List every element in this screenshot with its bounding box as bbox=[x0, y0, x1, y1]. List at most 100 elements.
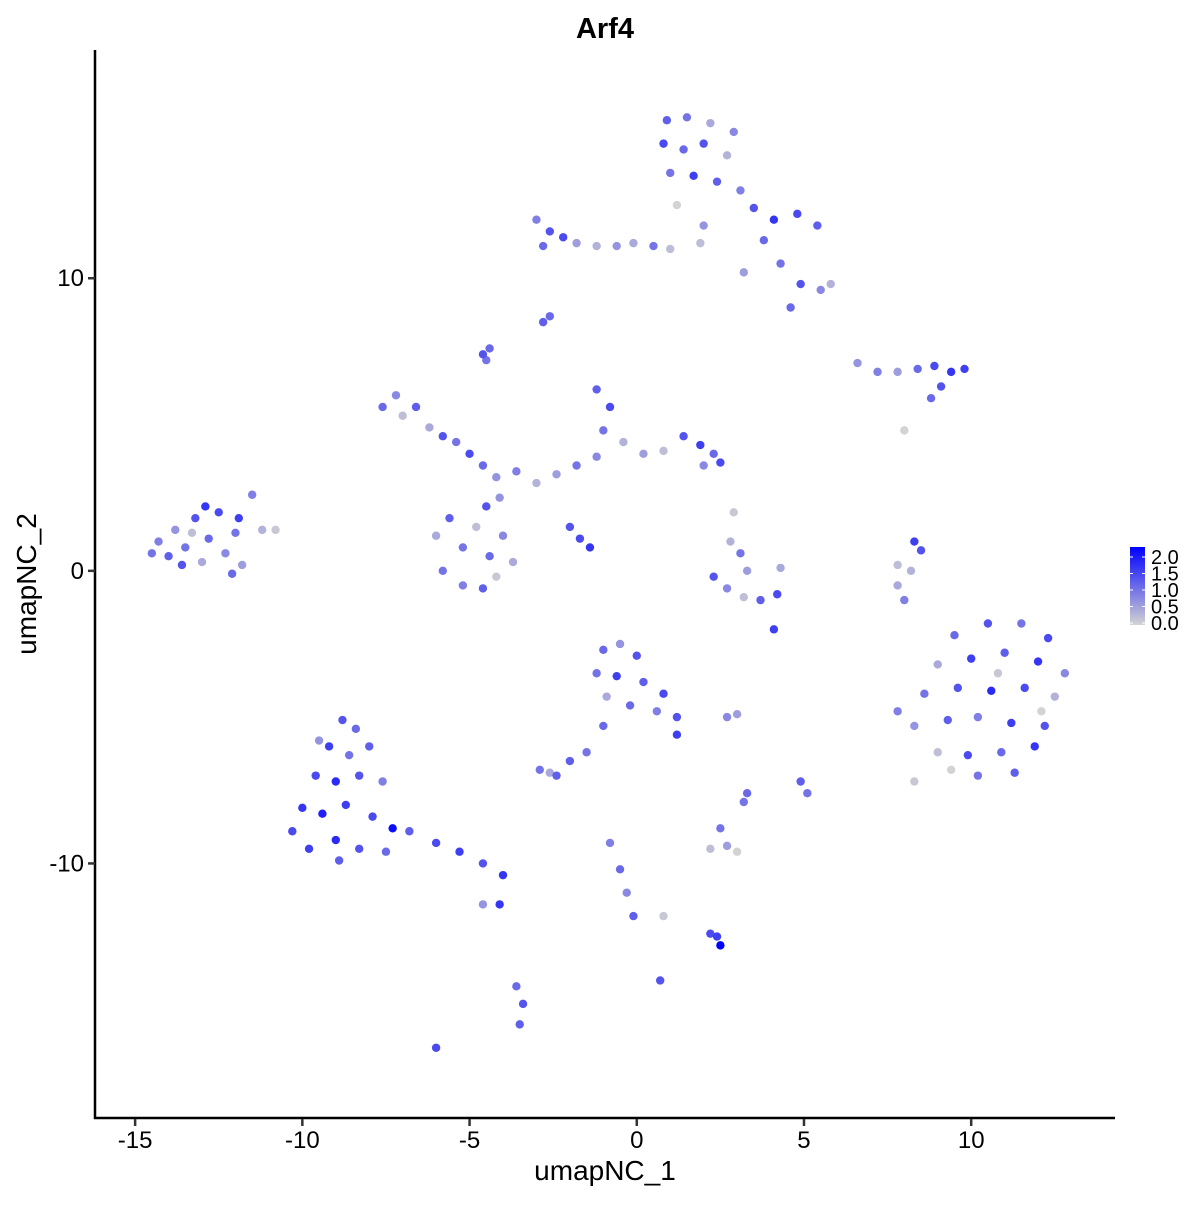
data-point bbox=[696, 238, 705, 248]
data-point bbox=[1030, 742, 1039, 751]
data-point bbox=[575, 534, 585, 543]
x-ticks: -15 -10 -5 0 5 10 bbox=[118, 1119, 985, 1154]
data-point bbox=[237, 560, 247, 570]
data-point bbox=[492, 473, 501, 482]
data-point bbox=[739, 268, 748, 277]
data-point bbox=[147, 549, 157, 558]
data-point bbox=[1033, 657, 1043, 666]
data-point bbox=[535, 765, 544, 775]
data-point bbox=[334, 856, 344, 865]
legend-tick-label: 1.0 bbox=[1151, 580, 1179, 602]
data-point bbox=[344, 750, 354, 760]
data-point bbox=[201, 502, 210, 511]
data-point bbox=[739, 797, 748, 807]
data-point bbox=[485, 552, 494, 561]
data-point bbox=[518, 999, 528, 1009]
data-point bbox=[458, 543, 468, 552]
legend-ticks: 0.00.51.01.52.0 bbox=[1130, 547, 1179, 635]
data-point bbox=[1037, 707, 1046, 716]
data-point bbox=[659, 139, 668, 148]
data-point bbox=[732, 710, 742, 719]
data-point bbox=[331, 777, 340, 786]
data-point bbox=[987, 686, 996, 695]
data-point bbox=[492, 572, 501, 581]
data-point bbox=[512, 467, 521, 476]
data-point bbox=[431, 838, 441, 848]
data-point bbox=[933, 748, 942, 757]
data-point bbox=[1043, 633, 1053, 643]
data-point bbox=[672, 730, 682, 739]
data-point bbox=[304, 844, 314, 854]
data-point bbox=[381, 847, 391, 856]
data-point bbox=[341, 800, 351, 810]
data-point bbox=[171, 525, 180, 535]
data-point bbox=[739, 592, 748, 602]
data-point bbox=[1010, 768, 1019, 777]
y-axis-label: umapNC_2 bbox=[11, 513, 42, 655]
data-point bbox=[478, 584, 488, 593]
data-point bbox=[632, 651, 641, 660]
data-point bbox=[666, 244, 675, 254]
data-point bbox=[495, 900, 504, 909]
y-tick-label: -10 bbox=[49, 850, 84, 877]
data-point bbox=[946, 765, 956, 775]
data-point bbox=[893, 581, 902, 590]
data-point bbox=[953, 683, 963, 693]
data-point bbox=[478, 461, 488, 470]
data-point bbox=[512, 982, 521, 991]
data-point bbox=[943, 715, 952, 725]
data-point bbox=[639, 449, 648, 458]
data-point bbox=[258, 525, 267, 535]
data-point bbox=[545, 227, 555, 236]
data-point bbox=[893, 560, 902, 570]
data-point bbox=[585, 543, 595, 552]
data-point bbox=[893, 707, 902, 716]
data-point bbox=[682, 113, 692, 122]
data-point bbox=[431, 1043, 441, 1052]
data-point bbox=[612, 241, 621, 251]
x-tick-label: -15 bbox=[118, 1127, 153, 1154]
data-point bbox=[1060, 669, 1070, 678]
data-point bbox=[963, 750, 973, 760]
data-point bbox=[749, 203, 759, 213]
x-tick-label: -5 bbox=[459, 1127, 480, 1154]
data-point bbox=[950, 631, 959, 640]
data-point bbox=[351, 724, 361, 734]
data-point bbox=[552, 771, 561, 780]
data-point bbox=[709, 449, 718, 458]
data-point bbox=[706, 118, 715, 128]
data-point bbox=[478, 900, 488, 909]
data-point bbox=[485, 344, 494, 353]
data-point bbox=[813, 221, 822, 230]
data-point bbox=[298, 803, 307, 813]
data-point bbox=[793, 209, 802, 219]
data-point bbox=[378, 402, 387, 412]
data-point bbox=[214, 508, 223, 517]
data-point bbox=[599, 721, 608, 731]
data-point bbox=[318, 809, 327, 818]
data-point bbox=[1040, 721, 1049, 731]
data-point bbox=[354, 844, 364, 854]
data-point bbox=[709, 572, 718, 581]
data-point bbox=[622, 888, 631, 897]
data-point bbox=[378, 777, 387, 786]
data-point bbox=[696, 440, 705, 450]
data-point bbox=[532, 215, 541, 224]
data-point bbox=[983, 619, 993, 628]
data-point bbox=[773, 590, 782, 599]
x-axis-label: umapNC_1 bbox=[534, 1155, 676, 1186]
data-point bbox=[1020, 683, 1029, 693]
data-point bbox=[706, 844, 715, 854]
data-point bbox=[629, 238, 638, 248]
data-point bbox=[712, 932, 722, 941]
data-point bbox=[926, 393, 936, 403]
legend-tick-label: 2.0 bbox=[1151, 547, 1179, 569]
data-point bbox=[973, 712, 983, 722]
data-point bbox=[933, 660, 942, 669]
data-point bbox=[652, 707, 662, 716]
data-point bbox=[946, 367, 956, 377]
data-point bbox=[405, 827, 414, 836]
data-point bbox=[722, 712, 732, 722]
data-point bbox=[455, 847, 464, 856]
data-point bbox=[672, 200, 682, 210]
